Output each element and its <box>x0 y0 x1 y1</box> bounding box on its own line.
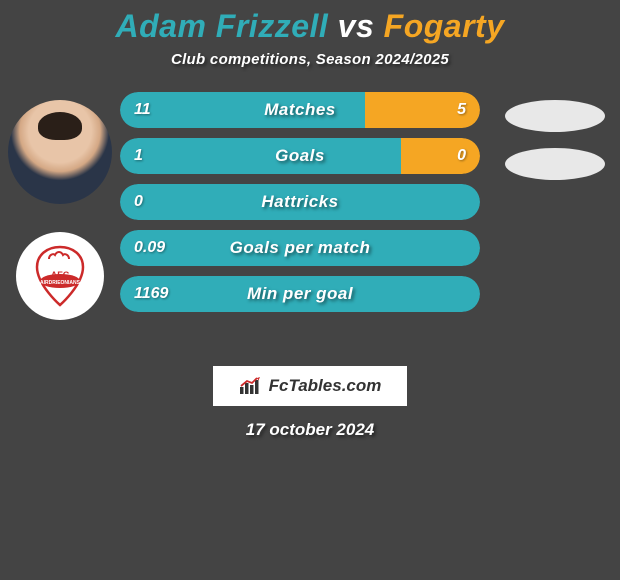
player1-club-badge: AFC AIRDRIEONIANS <box>8 224 112 328</box>
main-row: AFC AIRDRIEONIANS 115Matches10Goals0Hatt… <box>0 92 620 348</box>
stat-left-value: 1 <box>120 138 401 174</box>
stat-label: Goals <box>275 146 325 166</box>
stat-bar: 0Hattricks <box>120 184 480 220</box>
brand-badge: FcTables.com <box>213 366 408 406</box>
left-column: AFC AIRDRIEONIANS <box>0 92 120 348</box>
player1-avatar <box>8 100 112 204</box>
comparison-card: Adam Frizzell vs Fogarty Club competitio… <box>0 0 620 440</box>
right-column <box>490 92 620 180</box>
subtitle: Club competitions, Season 2024/2025 <box>171 51 449 68</box>
stat-label: Min per goal <box>247 284 353 304</box>
club-crest: AFC AIRDRIEONIANS <box>16 232 104 320</box>
stat-label: Goals per match <box>230 238 371 258</box>
crest-icon: AFC AIRDRIEONIANS <box>25 241 95 311</box>
placeholder-oval <box>505 100 605 132</box>
svg-text:AIRDRIEONIANS: AIRDRIEONIANS <box>40 280 81 286</box>
stat-bar: 10 Goals <box>120 138 480 174</box>
placeholder-oval <box>505 148 605 180</box>
stat-bar: 1169Min per goal <box>120 276 480 312</box>
svg-text:AFC: AFC <box>51 270 70 280</box>
page-title: Adam Frizzell vs Fogarty <box>116 8 505 45</box>
stat-label: Hattricks <box>261 192 338 212</box>
stat-bar: 0.09Goals per match <box>120 230 480 266</box>
player2-name: Fogarty <box>384 8 505 44</box>
brand-chart-icon <box>239 377 261 395</box>
brand-text: FcTables.com <box>269 376 382 396</box>
stats-column: 115Matches10Goals0Hattricks0.09Goals per… <box>120 92 490 312</box>
stat-right-value: 5 <box>365 92 480 128</box>
footer-date: 17 october 2024 <box>246 420 375 440</box>
stat-label: Matches <box>264 100 336 120</box>
vs-text: vs <box>338 8 375 44</box>
player1-name: Adam Frizzell <box>116 8 329 44</box>
stat-right-value: 0 <box>401 138 480 174</box>
stat-bar: 115Matches <box>120 92 480 128</box>
